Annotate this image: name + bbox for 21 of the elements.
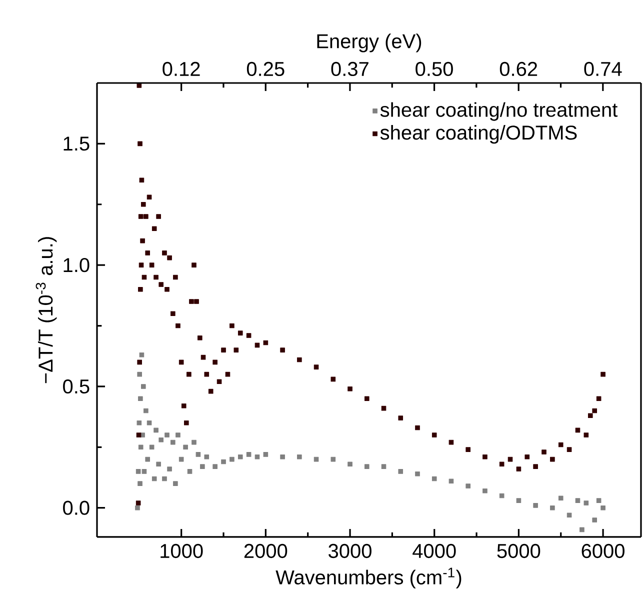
y-tick-label: 0.5	[63, 379, 90, 394]
x2-tick-label: 0.25	[246, 62, 284, 76]
x-tick-label: 1000	[160, 544, 203, 558]
x-tick-label: 5000	[497, 544, 540, 558]
x2-tick-label: 0.74	[584, 62, 622, 76]
legend-label: shear coating/no treatment	[380, 102, 618, 121]
x2-tick-label: 0.12	[162, 62, 200, 76]
x2-axis-title: Energy (eV)	[317, 34, 422, 52]
y-tick-label: 1.0	[64, 258, 90, 272]
x-tick-label: 4000	[412, 544, 456, 558]
x-tick-label: 2000	[244, 544, 288, 558]
x-tick-label: 6000	[582, 544, 624, 558]
x-tick-label: 3000	[328, 544, 372, 558]
y-axis-title: −ΔT/T (10$^{-3}$ a.u.)	[36, 237, 57, 384]
y-tick-label: 1.5	[64, 136, 90, 151]
y-tick-label: 0.0	[63, 500, 90, 515]
x2-tick-label: 0.62	[500, 62, 538, 76]
x2-tick-label: 0.50	[416, 62, 453, 76]
x-axis-title: Wavenumbers (cm$^{-1}$)	[276, 568, 462, 588]
x2-tick-label: 0.37	[331, 62, 368, 76]
legend-label: shear coating/ODTMS	[380, 125, 577, 144]
